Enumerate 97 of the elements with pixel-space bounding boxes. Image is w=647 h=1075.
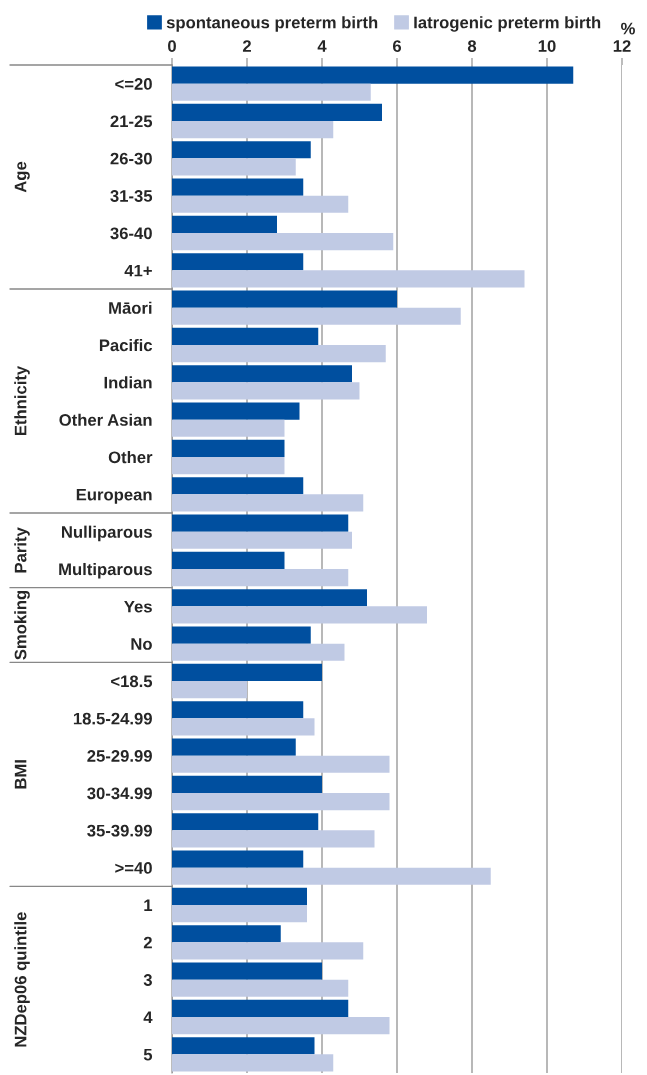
x-tick-label: 6 <box>392 40 402 52</box>
text: BMI <box>14 760 27 789</box>
bar <box>172 327 319 345</box>
bar <box>172 439 285 457</box>
y-tick-label: 25-29.99 <box>87 750 152 762</box>
y-tick-label: <18.5 <box>111 675 153 688</box>
y-tick-label: 1 <box>144 899 153 912</box>
y-tick-label: No <box>131 638 152 650</box>
bar <box>172 962 322 980</box>
bar <box>172 103 382 121</box>
bar <box>172 215 277 233</box>
x-tick-label: 0 <box>168 40 176 52</box>
x-tick-label: 4 <box>317 40 327 52</box>
x-tick-label: 12 <box>613 40 631 52</box>
bar <box>172 1054 334 1072</box>
text: Ethnicity <box>14 365 30 436</box>
bar <box>172 270 525 288</box>
bar <box>172 345 386 363</box>
legend-label: spontaneous preterm birth <box>166 16 378 32</box>
y-tick-label: 35-39.99 <box>87 824 152 837</box>
bar <box>172 867 491 885</box>
x-tick-label: 2 <box>242 40 251 52</box>
bar <box>172 290 397 308</box>
y-tick-label: Pacific <box>99 338 153 352</box>
text: Age <box>14 161 30 193</box>
bar <box>172 718 315 736</box>
bar <box>172 514 349 532</box>
bar <box>172 569 349 587</box>
y-tick-label: Māori <box>109 301 152 314</box>
bar <box>172 606 427 624</box>
bar <box>172 365 352 383</box>
y-tick-label: 26-30 <box>110 152 152 165</box>
x-tick-label: 8 <box>467 40 477 52</box>
y-tick-label: Nulliparous <box>62 525 152 542</box>
bar <box>172 457 285 475</box>
y-tick-label: 30-34.99 <box>87 787 152 800</box>
bar <box>172 738 296 756</box>
bar <box>172 813 319 831</box>
y-tick-label: Multiparous <box>59 562 152 579</box>
bar <box>172 701 304 719</box>
bar <box>172 66 574 84</box>
text: Parity <box>14 527 30 573</box>
bar <box>172 850 304 868</box>
y-tick-label: 3 <box>143 974 152 986</box>
bar <box>172 681 247 699</box>
bar <box>172 382 360 400</box>
bar <box>172 887 307 905</box>
text: Smoking <box>14 590 30 660</box>
bar <box>172 419 285 437</box>
bar <box>172 775 322 793</box>
bar <box>172 979 349 997</box>
y-tick-label: Indian <box>104 376 152 389</box>
bar <box>172 402 300 420</box>
bar <box>172 589 367 607</box>
bar <box>172 477 304 495</box>
y-tick-label: 41+ <box>124 264 152 277</box>
bar <box>172 83 371 101</box>
x-axis-title: % <box>621 22 635 35</box>
bar <box>172 999 349 1017</box>
bar <box>172 141 311 159</box>
bar <box>172 830 375 848</box>
bar <box>172 158 296 176</box>
bar <box>172 925 281 943</box>
bar <box>172 793 390 811</box>
bar <box>172 253 304 271</box>
bar <box>172 195 349 213</box>
bar <box>172 1017 390 1035</box>
y-tick-label: 31-35 <box>110 190 153 202</box>
bar <box>172 626 311 644</box>
y-tick-label: <=20 <box>115 78 152 90</box>
bar <box>172 178 304 196</box>
y-tick-label: 4 <box>143 1011 153 1024</box>
y-tick-label: 5 <box>143 1048 153 1061</box>
bar <box>172 643 345 661</box>
text: NZDep06 quintile <box>14 912 30 1047</box>
bar <box>172 531 352 549</box>
bar <box>172 233 394 251</box>
y-tick-label: 2 <box>143 936 152 949</box>
y-tick-label: 21-25 <box>110 115 153 128</box>
bar <box>172 663 322 681</box>
y-tick-label: >=40 <box>115 862 152 874</box>
bar <box>172 121 334 139</box>
bar <box>172 307 461 325</box>
bar <box>172 494 364 512</box>
bar <box>172 551 285 569</box>
y-tick-label: Other <box>108 450 153 464</box>
x-tick-label: 10 <box>538 40 556 52</box>
y-tick-label: Other Asian <box>59 413 152 426</box>
y-tick-label: 18.5-24.99 <box>73 712 152 725</box>
y-tick-label: European <box>76 488 152 504</box>
y-tick-label: 36-40 <box>110 227 152 240</box>
bar <box>172 942 364 960</box>
legend-label: Iatrogenic preterm birth <box>414 16 601 32</box>
y-tick-label: Yes <box>124 600 152 613</box>
bar <box>172 1037 315 1055</box>
bar <box>172 905 307 923</box>
bar <box>172 755 390 773</box>
